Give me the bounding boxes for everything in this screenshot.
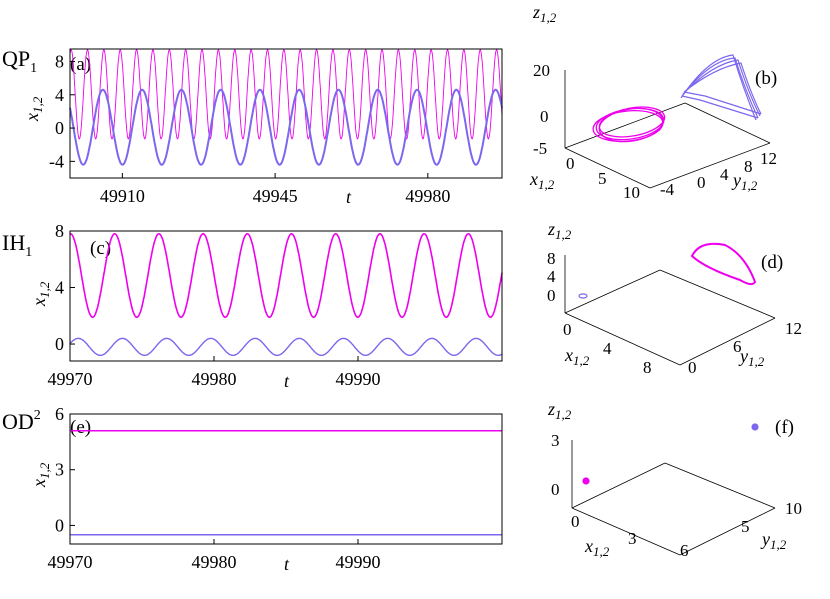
ztick-f-0: 0 (551, 480, 560, 499)
xtick-b-10: 10 (623, 183, 640, 202)
ticks-a: 49910 49945 49980 8 4 0 -4 (49, 51, 450, 206)
panel-f: z1,2 (f) 3 0 0 3 6 x1,2 5 10 y1,2 (547, 399, 802, 560)
panel-label-f: (f) (775, 417, 794, 438)
ytick-label-c-1: 4 (55, 278, 64, 298)
series-line-a-0 (69, 49, 503, 140)
xtick-d-8: 8 (643, 358, 652, 377)
xtick-label-c-2: 49990 (336, 369, 381, 389)
ztick-d-4: 4 (547, 267, 556, 286)
row-label-ih1: IH1 (2, 230, 32, 260)
xtick-label-e-2: 49990 (336, 552, 381, 572)
ytick-d-12: 12 (785, 319, 802, 338)
axes-3d-b (564, 70, 771, 189)
series-line-c-0 (69, 232, 503, 318)
xtick-label-a-0: 49910 (100, 186, 145, 206)
orbit-magenta-b (592, 106, 666, 143)
xtick-d-0: 0 (563, 320, 572, 339)
ytick-label-e-1: 3 (55, 460, 64, 480)
ytick-label-a-2: 0 (55, 118, 64, 138)
xtick-b-5: 5 (598, 169, 607, 188)
ytick-label-c-0: 8 (55, 221, 64, 241)
xtick-label-e-0: 49970 (48, 552, 93, 572)
ytick-label-e-2: 0 (55, 515, 64, 535)
row-label-od2: OD2 (2, 408, 41, 434)
row-label-qp1: QP1 (2, 46, 37, 76)
panel-label-c: (c) (90, 238, 111, 259)
xlabel-f: x1,2 (584, 536, 610, 559)
zlabel-f: z1,2 (547, 399, 572, 422)
ticks-e: 49970 49980 49990 6 3 0 (48, 404, 381, 572)
fixed-point-magenta-f (582, 477, 590, 485)
ylabel-d: y1,2 (738, 346, 765, 369)
ztick-d-8: 8 (547, 249, 556, 268)
ytick-d-0: 0 (688, 358, 697, 377)
ytick-b-minus4: -4 (660, 180, 675, 199)
orbit-magenta-d (690, 242, 757, 286)
series-line-a-1 (69, 88, 503, 166)
xtick-label-c-0: 49970 (48, 369, 93, 389)
ylabel-e: x1,2 (29, 462, 52, 488)
ztick-f-3: 3 (551, 431, 560, 450)
panel-c: IH1 (c) 49970 49980 49990 8 4 0 x1,2 t (2, 221, 503, 391)
xtick-d-4: 4 (603, 339, 612, 358)
ztick-b-minus5: -5 (533, 139, 547, 158)
xtick-label-a-2: 49980 (405, 186, 450, 206)
ytick-f-5: 5 (741, 517, 750, 536)
ytick-f-10: 10 (785, 499, 802, 518)
xtick-f-6: 6 (680, 541, 689, 560)
plot-frame-a (69, 48, 503, 179)
ztick-b-0: 0 (540, 107, 549, 126)
ytick-label-a-3: -4 (49, 151, 64, 171)
panel-e: OD2 (e) 49970 49980 49990 6 3 0 x1,2 t (2, 404, 503, 574)
orbit-purple-d (578, 293, 588, 299)
ytick-b-12: 12 (760, 149, 777, 168)
xlabel-d: x1,2 (564, 345, 590, 368)
xtick-label-a-1: 49945 (253, 186, 298, 206)
xtick-label-c-1: 49980 (192, 369, 237, 389)
xtick-f-0: 0 (571, 512, 580, 531)
ytick-d-6: 6 (733, 337, 742, 356)
plot-frame-e (69, 413, 503, 545)
xlabel-c: t (284, 371, 290, 391)
ytick-label-a-0: 8 (55, 51, 64, 71)
ylabel-c: x1,2 (29, 281, 52, 307)
axes-3d-f (571, 440, 776, 556)
ylabel-a: x1,2 (22, 96, 45, 122)
ticks-c: 49970 49980 49990 8 4 0 (48, 221, 381, 389)
ytick-label-c-2: 0 (55, 334, 64, 354)
ytick-b-4: 4 (720, 165, 729, 184)
xtick-b-0: 0 (566, 154, 575, 173)
xlabel-e: t (284, 554, 290, 574)
ytick-b-0: 0 (697, 173, 706, 192)
ztick-d-0: 0 (547, 286, 556, 305)
series-line-c-1 (69, 337, 503, 356)
ytick-label-a-1: 4 (55, 85, 64, 105)
xtick-f-3: 3 (628, 529, 637, 548)
zlabel-b: z1,2 (532, 2, 557, 25)
xlabel-b: x1,2 (529, 169, 555, 192)
ztick-b-20: 20 (533, 61, 550, 80)
fixed-point-purple-f (751, 423, 759, 431)
orbit-purple-b (680, 54, 762, 121)
plot-frame-c (69, 230, 503, 362)
ylabel-f: y1,2 (760, 529, 787, 552)
ytick-label-e-0: 6 (55, 404, 64, 424)
axes-3d-d (564, 255, 776, 366)
xlabel-a: t (346, 187, 352, 207)
panel-b: z1,2 (b) 20 0 -5 0 5 10 x1,2 -4 0 4 8 12… (529, 2, 777, 202)
panel-label-d: (d) (761, 252, 783, 273)
series-group-a (69, 49, 503, 166)
series-group-c (69, 232, 503, 356)
ylabel-b: y1,2 (731, 170, 758, 193)
panel-label-e: (e) (70, 417, 91, 438)
ytick-b-8: 8 (744, 157, 753, 176)
zlabel-d: z1,2 (547, 219, 572, 242)
panel-label-b: (b) (755, 68, 777, 89)
panel-d: z1,2 (d) 8 4 0 0 4 8 x1,2 0 6 12 y1,2 (547, 219, 802, 377)
xtick-label-e-1: 49980 (192, 552, 237, 572)
series-group-e (70, 429, 502, 536)
